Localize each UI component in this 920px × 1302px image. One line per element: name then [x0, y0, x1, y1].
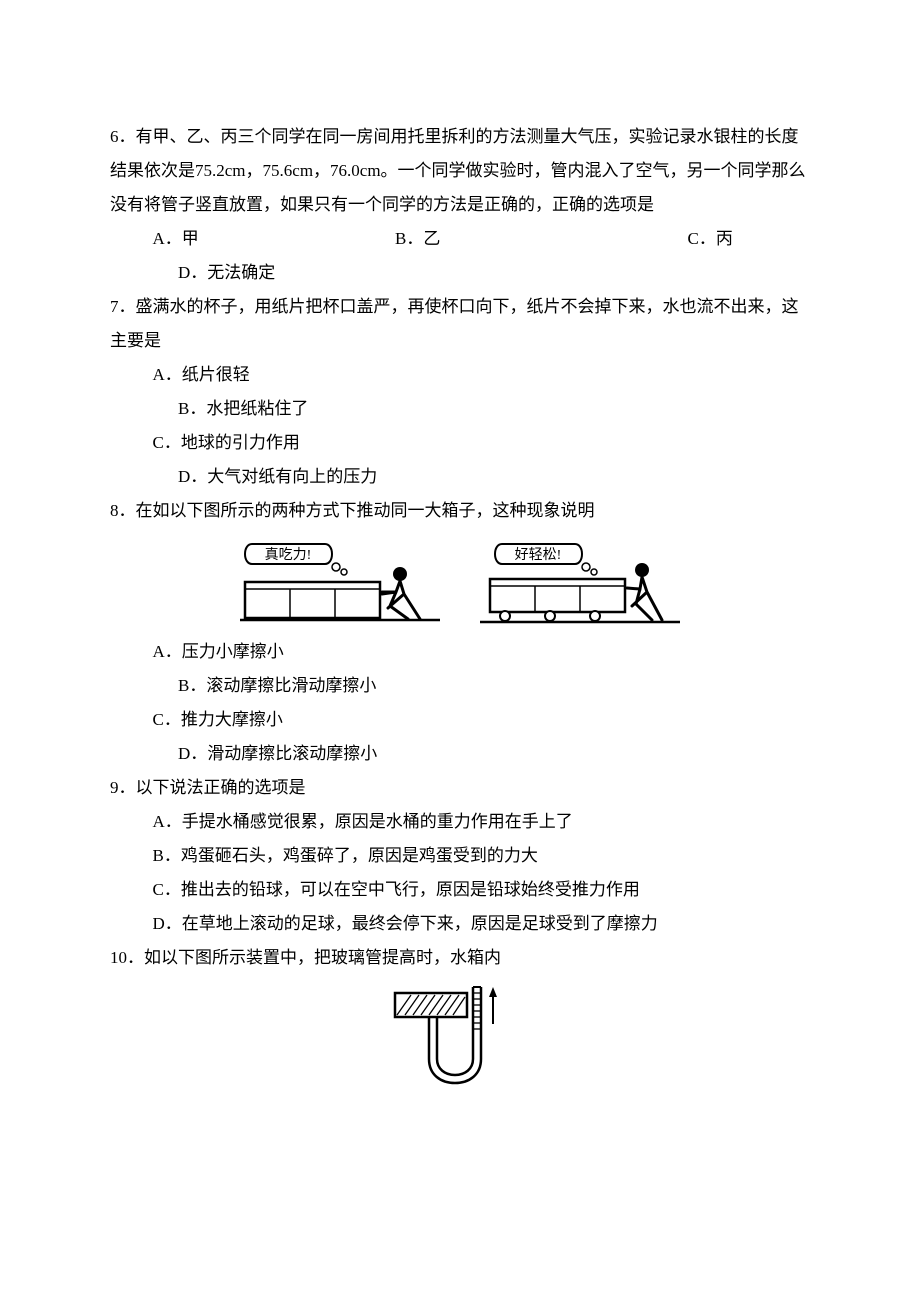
q6-opt-d: D．无法确定 [110, 256, 810, 290]
q7-opt-b: B．水把纸粘住了 [110, 392, 810, 426]
q8-opt-b: B．滚动摩擦比滑动摩擦小 [110, 669, 810, 703]
q8-opt-a: A．压力小摩擦小 [110, 635, 810, 669]
q9-opt-a: A．手提水桶感觉很累，原因是水桶的重力作用在手上了 [110, 805, 810, 839]
q9-stem: 9．以下说法正确的选项是 [110, 771, 810, 805]
q8-figure-left: 真吃力! [240, 534, 440, 629]
q8-stem: 8．在如以下图所示的两种方式下推动同一大箱子，这种现象说明 [110, 494, 810, 528]
q8-figure-right: 好轻松! [480, 534, 680, 629]
q7-opt-c: C．地球的引力作用 [110, 426, 810, 460]
q6-opt-b: B．乙 [353, 222, 646, 256]
q8-bubble-right-text: 好轻松! [515, 547, 562, 563]
q7-opt-d: D．大气对纸有向上的压力 [110, 460, 810, 494]
q9-opt-d: D．在草地上滚动的足球，最终会停下来，原因是足球受到了摩擦力 [110, 907, 810, 941]
q8-opt-c: C．推力大摩擦小 [110, 703, 810, 737]
q6-stem: 6．有甲、乙、丙三个同学在同一房间用托里拆利的方法测量大气压，实验记录水银柱的长… [110, 120, 810, 222]
q9-opt-c: C．推出去的铅球，可以在空中飞行，原因是铅球始终受推力作用 [110, 873, 810, 907]
q8-opt-d: D．滑动摩擦比滚动摩擦小 [110, 737, 810, 771]
q7-stem: 7．盛满水的杯子，用纸片把杯口盖严，再使杯口向下，纸片不会掉下来，水也流不出来，… [110, 290, 810, 358]
q8-bubble-left-text: 真吃力! [265, 547, 312, 563]
q10-stem: 10．如以下图所示装置中，把玻璃管提高时，水箱内 [110, 941, 810, 975]
q8-figure: 真吃力! 好轻松! [110, 534, 810, 629]
q10-figure [110, 979, 810, 1089]
q6-opt-a: A．甲 [110, 222, 353, 256]
q9-opt-b: B．鸡蛋砸石头，鸡蛋碎了，原因是鸡蛋受到的力大 [110, 839, 810, 873]
q6-options-row1: A．甲 B．乙 C．丙 [110, 222, 810, 256]
q6-opt-c: C．丙 [645, 222, 810, 256]
q10-figure-svg [385, 979, 535, 1089]
q7-opt-a: A．纸片很轻 [110, 358, 810, 392]
